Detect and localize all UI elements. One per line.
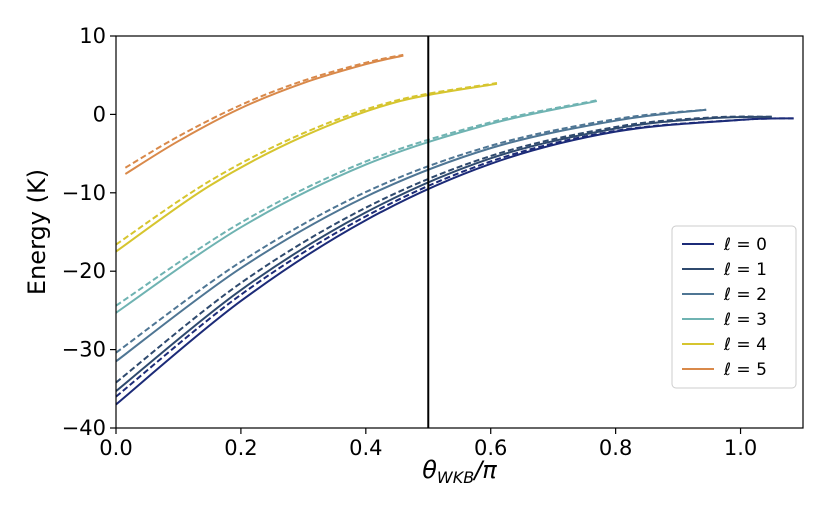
series-2-solid-line [115,108,707,363]
x-axis-label-main: θ [422,456,437,484]
x-axis-ticks: 0.0 0.2 0.4 0.6 0.8 1.0 [99,428,757,460]
y-tick-label: −30 [62,338,106,362]
x-tick-label: 1.0 [724,436,757,460]
series-5-solid-line [124,54,404,175]
legend-label: ℓ = 5 [723,360,767,380]
plot-frame [115,35,804,429]
legend-label: ℓ = 2 [723,285,767,305]
series-4-solid-line [115,82,498,253]
series-layer [115,53,794,406]
legend-label: ℓ = 0 [723,235,767,255]
x-tick-label: 0.6 [474,436,507,460]
series-4-dashed-line [115,82,498,246]
series-3-solid-line [115,100,598,314]
series-2-dashed-line [115,108,707,354]
x-tick-label: 0.2 [224,436,257,460]
y-axis-ticks: −40 −30 −20 −10 0 10 [62,24,116,440]
x-tick-label: 0.4 [349,436,382,460]
series-1-solid-line [115,115,772,392]
series-5-dashed-line [124,53,404,169]
y-tick-label: −20 [62,259,106,283]
series-3-dashed-line [115,99,598,307]
legend-label: ℓ = 1 [723,260,767,280]
x-tick-label: 0.0 [99,436,132,460]
x-axis-label-tail: /π [472,456,497,484]
legend-label: ℓ = 3 [723,310,767,330]
y-axis-label: Energy (K) [23,169,51,295]
y-tick-label: −40 [62,416,106,440]
x-axis-label: θWKB/π [422,456,497,487]
legend: ℓ = 0 ℓ = 1 ℓ = 2 ℓ = 3 ℓ = 4 ℓ = 5 [671,225,797,389]
y-tick-label: 0 [93,102,106,126]
legend-box [671,225,797,389]
y-tick-label: 10 [79,24,106,48]
legend-label: ℓ = 4 [723,335,767,355]
y-tick-label: −10 [62,181,106,205]
x-tick-label: 0.8 [599,436,632,460]
x-axis-label-sub: WKB [437,468,474,487]
series-0-solid-line [115,117,794,406]
